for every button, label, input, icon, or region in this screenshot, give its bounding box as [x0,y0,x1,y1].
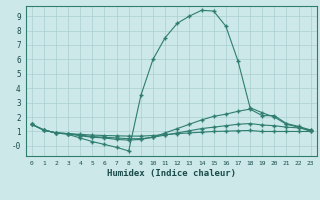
X-axis label: Humidex (Indice chaleur): Humidex (Indice chaleur) [107,169,236,178]
